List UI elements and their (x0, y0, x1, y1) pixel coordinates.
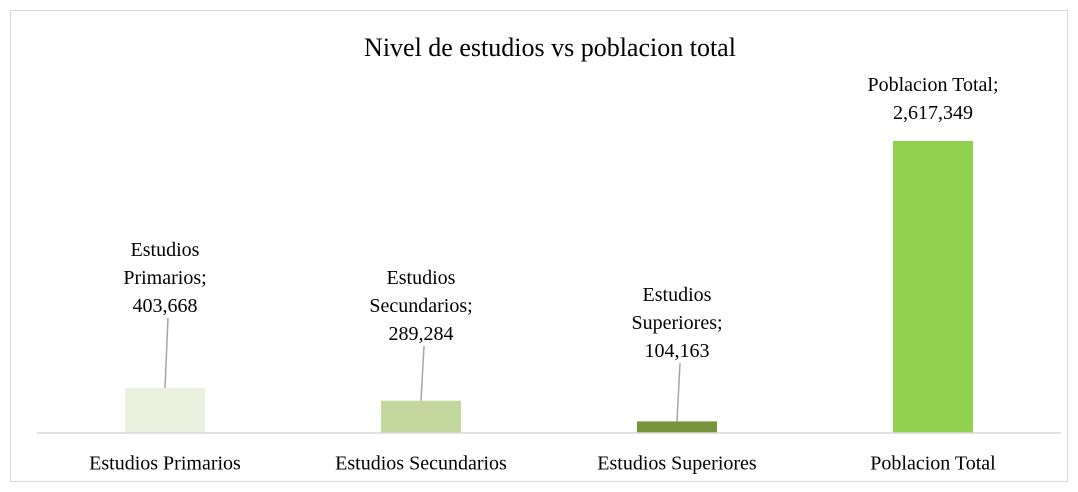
data-label: Estudios Primarios; 403,668 (123, 239, 207, 317)
x-tick-label: Estudios Primarios (89, 453, 241, 475)
bar (637, 421, 717, 433)
x-tick-label: Estudios Superiores (597, 453, 757, 475)
leader-line (164, 317, 169, 388)
bar (893, 141, 973, 433)
bar (381, 400, 461, 433)
x-tick-label: Estudios Secundarios (335, 453, 507, 475)
x-tick-label: Poblacion Total (870, 453, 996, 475)
chart-title: Nivel de estudios vs poblacion total (364, 33, 736, 62)
data-label: Estudios Superiores; 104,163 (631, 284, 723, 362)
leader-line (420, 345, 425, 401)
leader-line (676, 362, 681, 422)
data-label: Poblacion Total; 2,617,349 (867, 74, 999, 124)
data-label: Estudios Secundarios; 289,284 (369, 267, 473, 345)
bar (125, 387, 205, 433)
